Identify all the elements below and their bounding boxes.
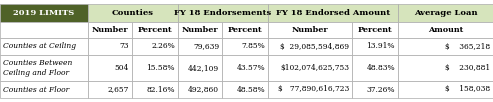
Bar [398, 55, 493, 81]
Text: Number: Number [182, 26, 218, 34]
Text: Percent: Percent [228, 26, 262, 34]
Text: 48.58%: 48.58% [236, 85, 265, 94]
Bar [178, 38, 222, 55]
Text: $    365,218: $ 365,218 [445, 43, 490, 50]
Bar [352, 81, 398, 98]
Text: FY 18 Endorsed Amount: FY 18 Endorsed Amount [276, 9, 390, 17]
Bar [88, 22, 132, 38]
Bar [268, 22, 352, 38]
Bar [0, 22, 88, 38]
Bar [352, 22, 398, 38]
Bar [88, 81, 132, 98]
Text: 504: 504 [115, 64, 129, 72]
Text: $    230,881: $ 230,881 [445, 64, 490, 72]
Text: 37.26%: 37.26% [366, 85, 395, 94]
Text: Percent: Percent [138, 26, 173, 34]
Text: $    158,038: $ 158,038 [445, 85, 490, 94]
Bar [268, 55, 352, 81]
Text: $   77,890,616,723: $ 77,890,616,723 [278, 85, 349, 94]
Bar [398, 22, 493, 38]
Text: 82.16%: 82.16% [146, 85, 175, 94]
Text: 2019 LIMITS: 2019 LIMITS [13, 9, 74, 17]
Text: $  29,085,594,869: $ 29,085,594,869 [280, 43, 349, 50]
Bar [398, 81, 493, 98]
Text: 7.85%: 7.85% [241, 43, 265, 50]
Bar [88, 4, 178, 22]
Bar [0, 55, 88, 81]
Text: Amount: Amount [428, 26, 463, 34]
Bar [268, 4, 398, 22]
Bar [88, 38, 132, 55]
Bar [88, 55, 132, 81]
Bar [398, 38, 493, 55]
Bar [398, 4, 493, 22]
Bar [178, 4, 268, 22]
Bar [222, 22, 268, 38]
Text: Counties at Floor: Counties at Floor [3, 85, 69, 94]
Text: 73: 73 [119, 43, 129, 50]
Text: $102,074,625,753: $102,074,625,753 [280, 64, 349, 72]
Text: Counties at Ceiling: Counties at Ceiling [3, 43, 76, 50]
Text: 79,639: 79,639 [193, 43, 219, 50]
Bar [132, 81, 178, 98]
Text: Number: Number [92, 26, 128, 34]
Bar [178, 81, 222, 98]
Bar [222, 55, 268, 81]
Text: 15.58%: 15.58% [146, 64, 175, 72]
Bar [222, 81, 268, 98]
Text: 442,109: 442,109 [188, 64, 219, 72]
Text: 13.91%: 13.91% [366, 43, 395, 50]
Bar [132, 38, 178, 55]
Text: 2.26%: 2.26% [151, 43, 175, 50]
Bar [0, 38, 88, 55]
Text: Average Loan: Average Loan [414, 9, 477, 17]
Text: Percent: Percent [358, 26, 392, 34]
Bar [0, 4, 88, 22]
Text: Number: Number [292, 26, 328, 34]
Bar [0, 81, 88, 98]
Bar [178, 55, 222, 81]
Bar [268, 81, 352, 98]
Bar [178, 22, 222, 38]
Text: Counties: Counties [112, 9, 154, 17]
Text: 492,860: 492,860 [188, 85, 219, 94]
Text: FY 18 Endorsements: FY 18 Endorsements [175, 9, 272, 17]
Text: 43.57%: 43.57% [236, 64, 265, 72]
Bar [352, 38, 398, 55]
Bar [132, 22, 178, 38]
Bar [352, 55, 398, 81]
Text: 2,657: 2,657 [107, 85, 129, 94]
Bar [222, 38, 268, 55]
Text: 48.83%: 48.83% [366, 64, 395, 72]
Bar [268, 38, 352, 55]
Text: Counties Between
Ceiling and Floor: Counties Between Ceiling and Floor [3, 59, 72, 77]
Bar [132, 55, 178, 81]
